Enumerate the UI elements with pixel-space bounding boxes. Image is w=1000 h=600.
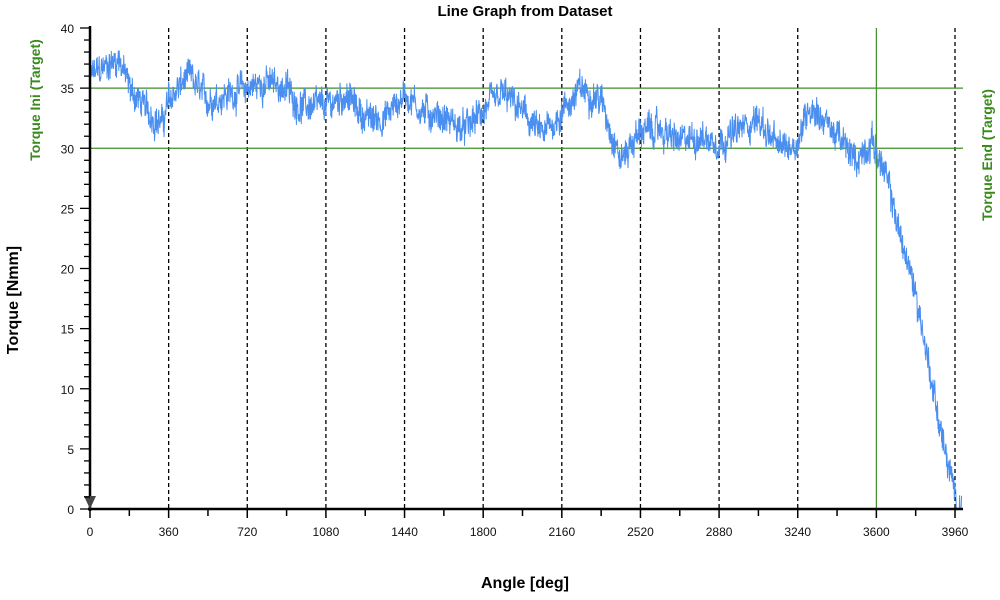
y-tick-label: 10	[61, 383, 75, 397]
y-tick-label: 15	[61, 323, 75, 337]
x-tick-label: 360	[159, 525, 179, 539]
y-tick-label: 0	[67, 503, 74, 517]
x-tick-label: 2520	[627, 525, 654, 539]
grid-lines	[167, 28, 956, 509]
origin-marker-icon	[84, 496, 96, 509]
x-tick-label: 3240	[784, 525, 811, 539]
x-axis-label: Angle [deg]	[481, 575, 569, 592]
data-line	[89, 50, 963, 510]
x-tick-label: 3960	[942, 525, 969, 539]
y-tick-label: 30	[61, 142, 75, 156]
x-axis-ticks: 0 360 720 1080 1440 1800 2160 2520 2880 3240 3600 3…	[87, 509, 969, 539]
x-tick-label: 2160	[548, 525, 575, 539]
y-axis-label: Torque [Nmm]	[5, 246, 22, 354]
x-tick-label: 1800	[470, 525, 497, 539]
y-tick-label: 40	[61, 22, 75, 36]
x-tick-label: 0	[87, 525, 94, 539]
x-tick-label: 2880	[706, 525, 733, 539]
y-tick-label: 20	[61, 263, 75, 277]
series-torque	[89, 50, 963, 510]
torque-end-label: Torque End (Target)	[979, 89, 995, 221]
chart-title: Line Graph from Dataset	[437, 3, 612, 20]
y-tick-label: 25	[61, 202, 75, 216]
torque-ini-label: Torque Ini (Target)	[27, 39, 43, 161]
x-tick-label: 720	[237, 525, 257, 539]
reference-lines	[90, 87, 963, 149]
y-tick-label: 5	[67, 443, 74, 457]
y-tick-label: 35	[61, 82, 75, 96]
y-axis-ticks: 0 5 10 15 20 25 30 35 40	[61, 22, 90, 517]
x-tick-label: 1440	[391, 525, 418, 539]
x-tick-label: 1080	[313, 525, 340, 539]
x-tick-label: 3600	[863, 525, 890, 539]
